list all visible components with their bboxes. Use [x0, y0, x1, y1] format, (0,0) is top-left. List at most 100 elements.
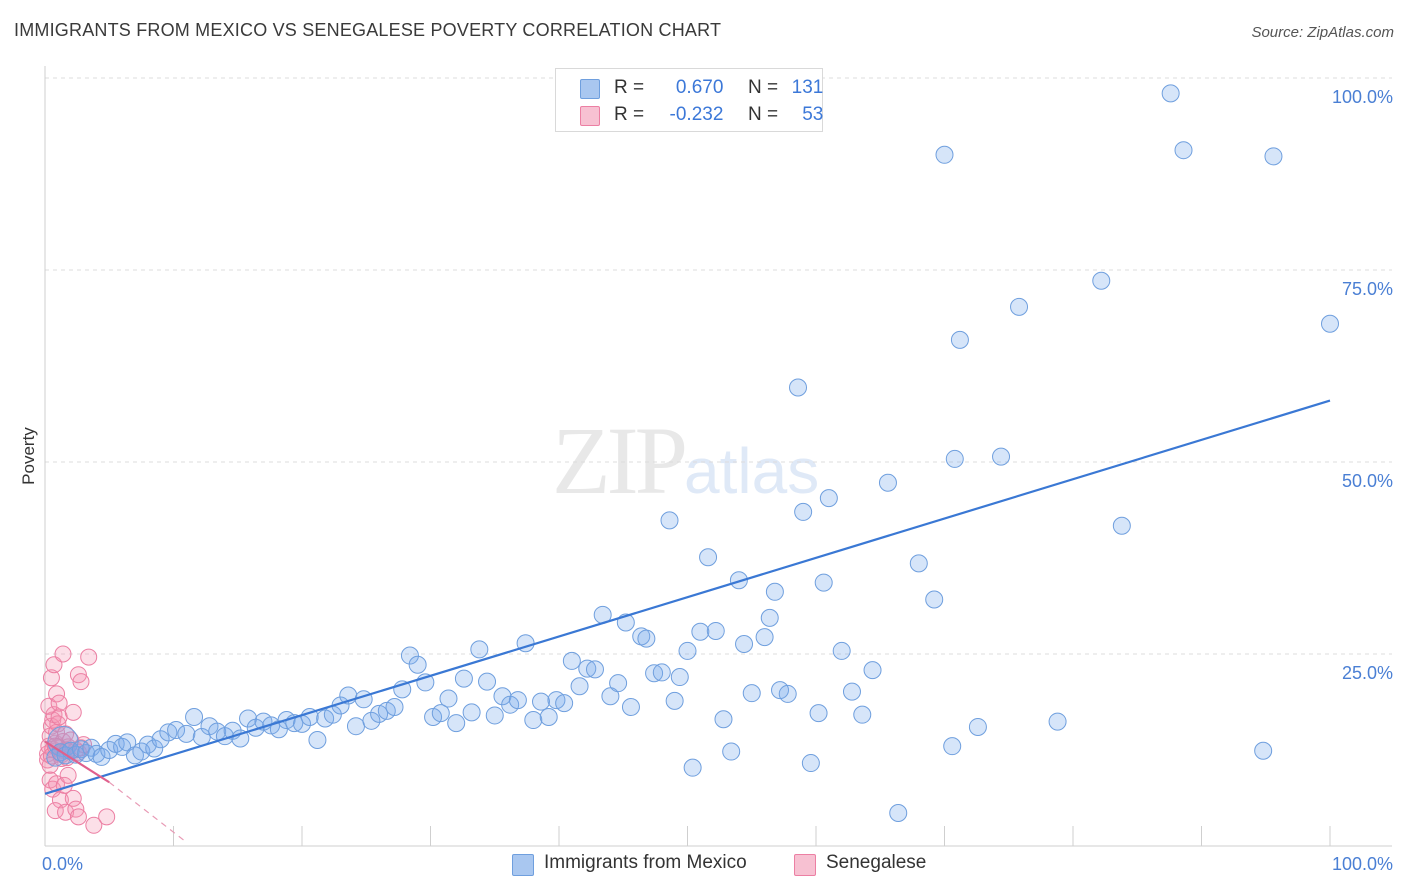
mexico-point [478, 672, 497, 691]
n-label: N = [747, 77, 779, 98]
mexico-point [832, 641, 851, 660]
mexico-point [809, 704, 828, 723]
mexico-point [151, 730, 170, 749]
mexico-point [400, 646, 419, 665]
source-credit: Source: ZipAtlas.com [1251, 24, 1394, 41]
mexico-point [485, 706, 504, 725]
label-layer: 25.0% 50.0% 75.0% 100.0% 0.0% 100.0% Poverty [19, 87, 1393, 874]
mexico-point [145, 739, 164, 758]
mexico-point [562, 651, 581, 670]
mexico-point [462, 703, 481, 722]
senegalese-point [40, 697, 58, 715]
senegalese-point [59, 766, 77, 784]
y-tick-label-100: 100.0% [1332, 87, 1393, 107]
mexico-point [992, 447, 1011, 466]
r-value-senegalese: -0.232 [669, 104, 724, 125]
mexico-point [814, 573, 833, 592]
mexico-point [1321, 314, 1339, 333]
mexico-point [735, 635, 754, 654]
mexico-point [555, 694, 574, 713]
mexico-point [909, 554, 928, 573]
senegalese-point [85, 816, 103, 834]
mexico-point [1161, 84, 1180, 103]
correlation-legend: R = 0.670 N = 131 R = -0.232 N = 53 [555, 68, 823, 132]
senegalese-point [64, 789, 82, 807]
mexico-point [1048, 712, 1067, 731]
mexico-point [570, 677, 589, 696]
axis-layer [44, 66, 1392, 847]
mexico-point [801, 754, 820, 773]
senegalese-point [80, 648, 98, 666]
senegalese-point [64, 703, 82, 721]
senegalese-point [57, 803, 75, 821]
mexico-point [637, 629, 656, 648]
legend-swatch-mexico [580, 79, 600, 99]
mexico-point [239, 709, 258, 728]
mexico-point [609, 674, 628, 693]
x-tick-label-min: 0.0% [42, 854, 83, 874]
mexico-point [454, 669, 473, 688]
mexico-point [300, 707, 319, 726]
mexico-point [742, 684, 761, 703]
mexico-point [1112, 516, 1131, 535]
mexico-point [925, 590, 944, 609]
mexico-point [968, 717, 987, 736]
mexico-point [524, 711, 543, 730]
mexico-point [878, 473, 897, 492]
trend-layer [44, 399, 1331, 843]
legend-stats-senegalese: R = -0.232 N = 53 [614, 104, 823, 126]
mexico-point [665, 691, 684, 710]
mexico-point [670, 668, 689, 687]
mexico-point [1010, 297, 1029, 316]
mexico-point [678, 641, 697, 660]
mexico-point [1264, 147, 1283, 166]
legend-label-senegalese: Senegalese [826, 852, 927, 873]
mexico-point [585, 660, 604, 679]
mexico-point [385, 697, 404, 716]
mexico-point [346, 717, 365, 736]
mexico-point [439, 689, 458, 708]
mexico-point [691, 622, 710, 641]
mexico-point [945, 449, 964, 468]
mexico-point [652, 663, 671, 682]
chart-title: IMMIGRANTS FROM MEXICO VS SENEGALESE POV… [14, 20, 722, 40]
mexico-point [269, 720, 288, 739]
mexico-point [185, 707, 204, 726]
watermark: ZIPatlas [552, 405, 819, 516]
mexico-point [532, 692, 551, 711]
mexico-point [431, 704, 450, 723]
mexico-points [46, 84, 1339, 822]
n-label: N = [747, 104, 779, 125]
senegalese-point [69, 666, 87, 684]
mexico-point [819, 489, 838, 508]
senegalese-trend-line [44, 740, 110, 784]
senegalese-point [98, 808, 116, 826]
mexico-point [645, 664, 664, 683]
watermark-atlas: atlas [684, 435, 820, 507]
mexico-point [1092, 271, 1111, 290]
mexico-point [92, 747, 111, 766]
r-label: R = [614, 104, 645, 125]
mexico-point [1174, 141, 1193, 160]
mexico-point [714, 710, 733, 729]
legend-label-mexico: Immigrants from Mexico [544, 852, 747, 873]
x-tick-label-max: 100.0% [1332, 854, 1393, 874]
senegalese-point [54, 645, 72, 663]
mexico-point [408, 655, 427, 674]
mexico-point [729, 571, 748, 590]
mexico-point [362, 711, 381, 730]
n-value-senegalese: 53 [802, 104, 824, 125]
y-tick-label-50: 50.0% [1342, 471, 1393, 491]
r-value-mexico: 0.670 [675, 77, 724, 98]
mexico-point [722, 742, 741, 761]
legend-swatch-senegalese [794, 854, 816, 876]
senegalese-point [69, 808, 87, 826]
mexico-point [943, 737, 962, 756]
y-axis-title: Poverty [19, 427, 38, 485]
mexico-point [578, 659, 597, 678]
senegalese-point [42, 669, 60, 687]
mexico-point [889, 803, 908, 822]
n-value-mexico: 131 [791, 77, 824, 98]
mexico-point [683, 758, 702, 777]
senegalese-point [72, 673, 90, 691]
